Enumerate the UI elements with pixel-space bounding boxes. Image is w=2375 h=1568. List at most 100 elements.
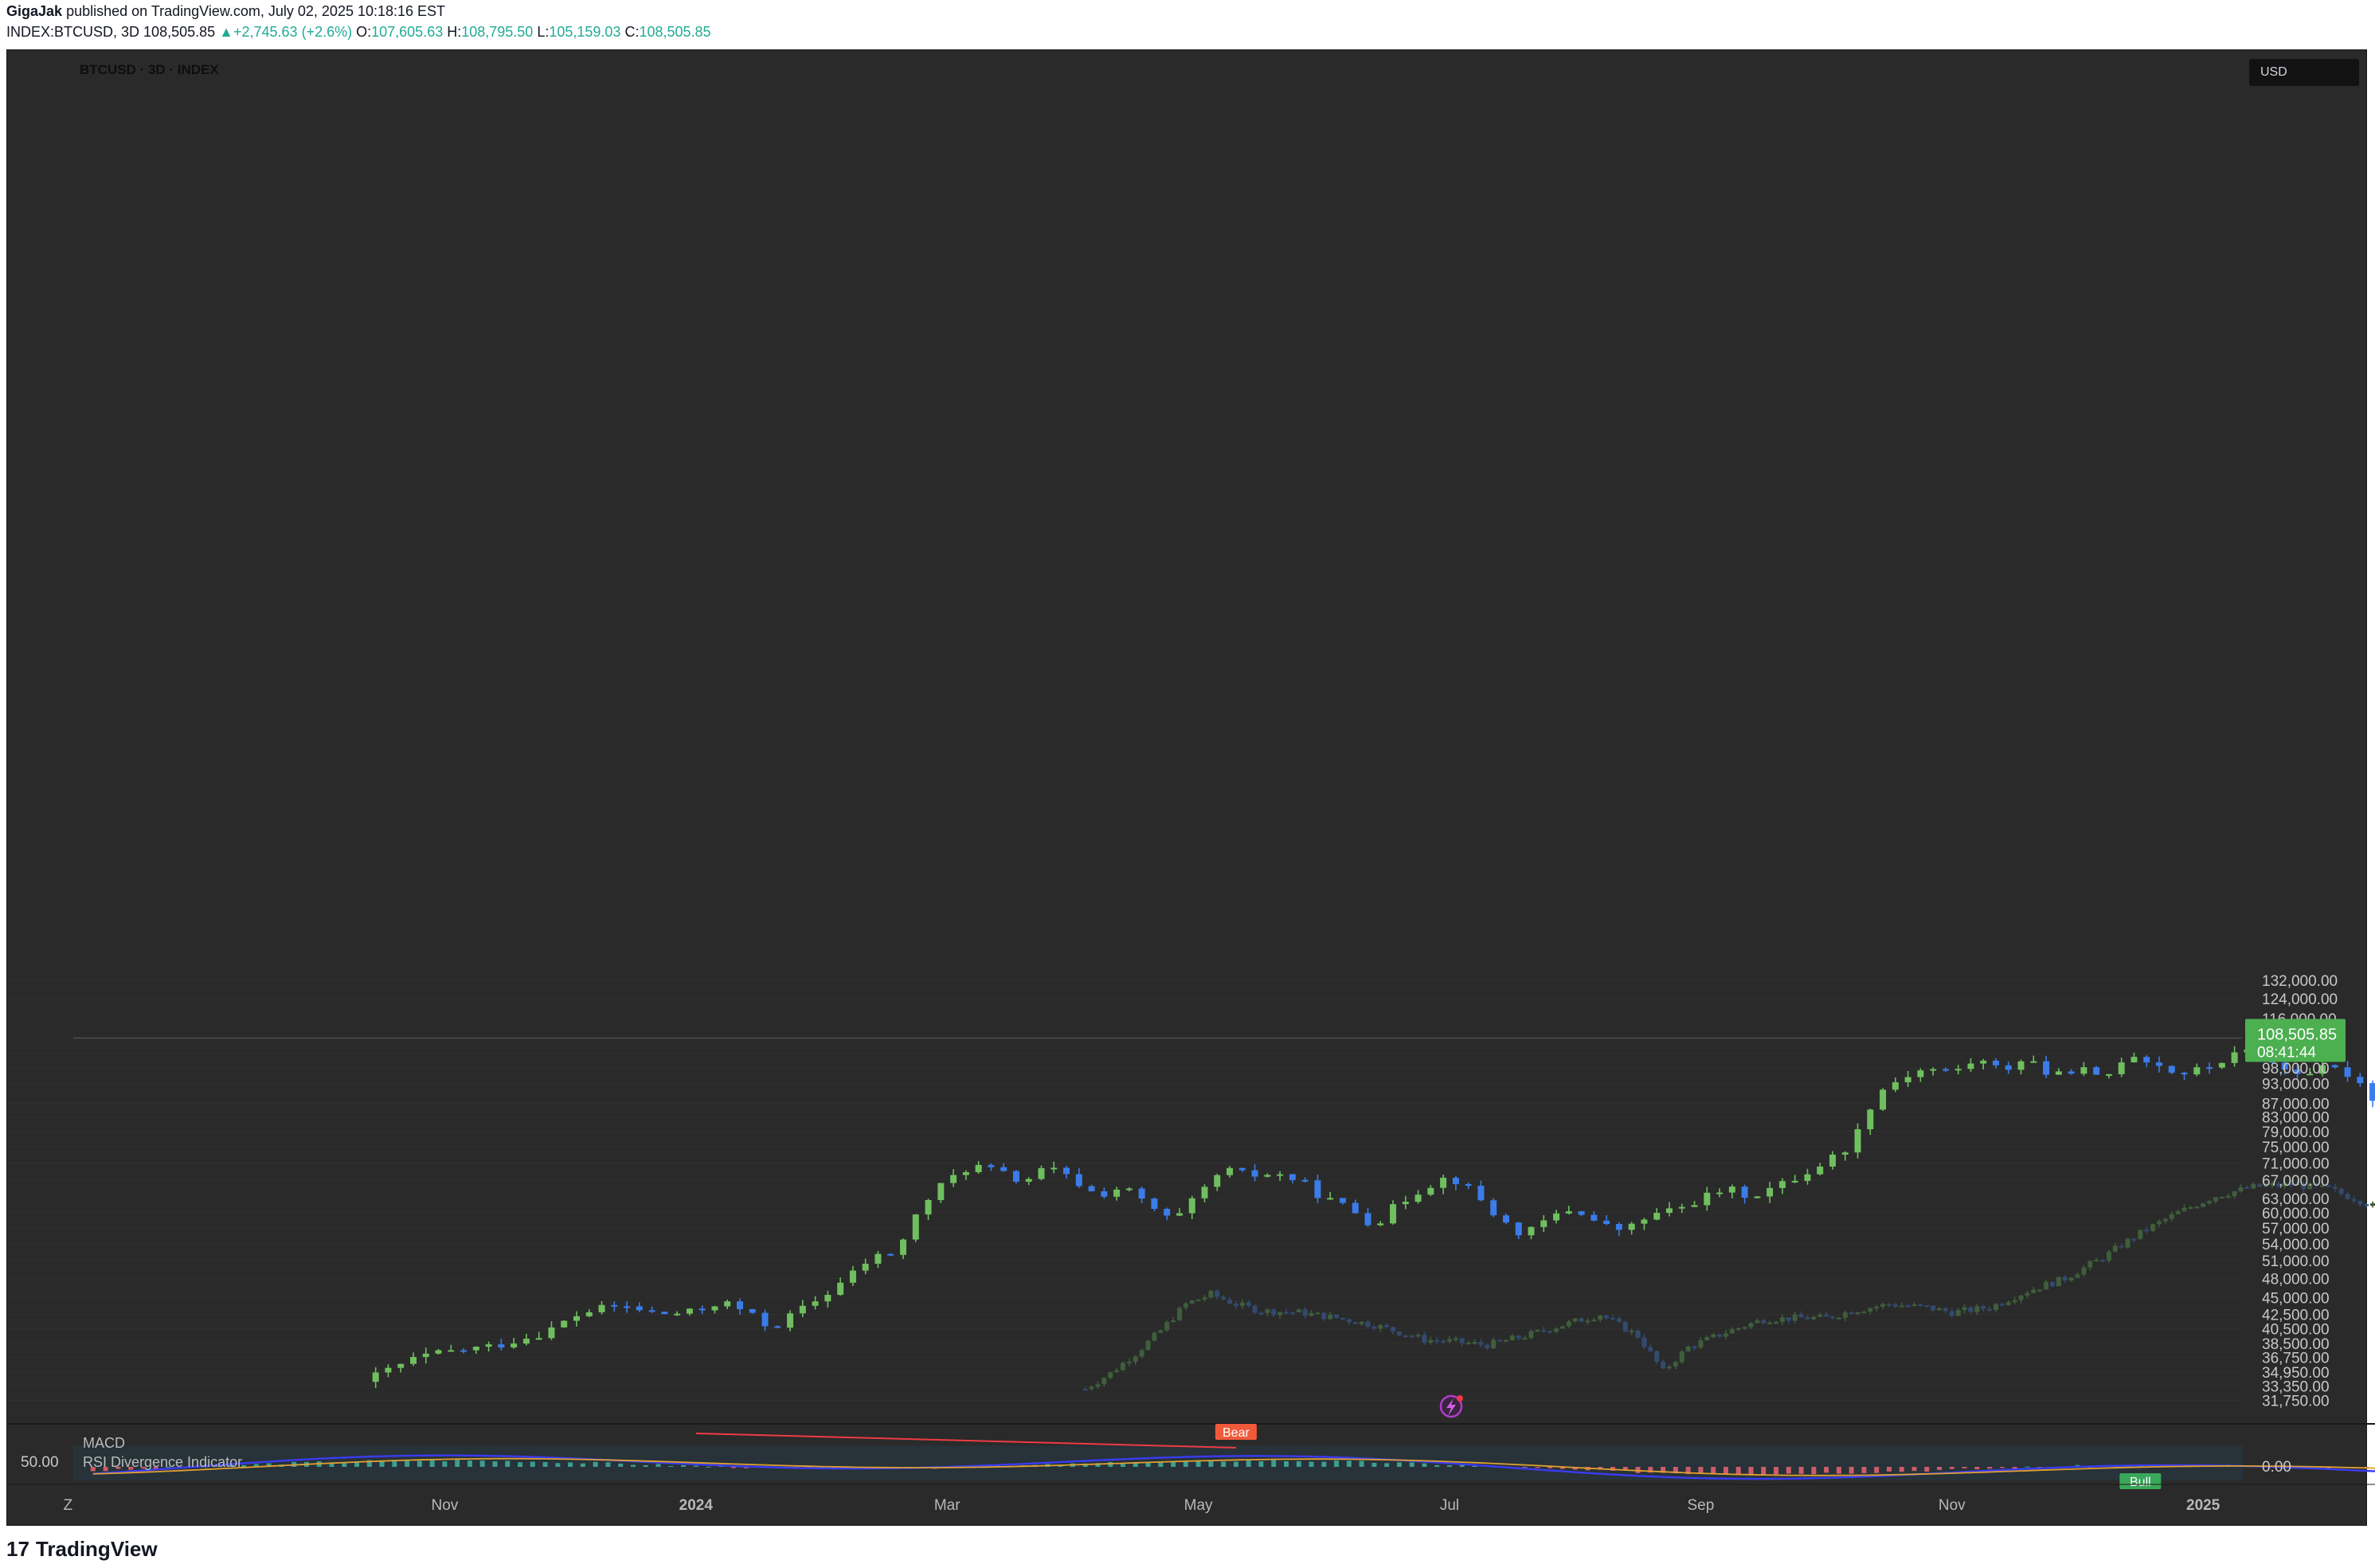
ghost-candle	[1328, 1314, 1333, 1320]
candle	[988, 1164, 995, 1167]
ghost-candle	[1591, 1320, 1597, 1322]
macd-histogram-bar	[1095, 1463, 1101, 1467]
ghost-candle	[2238, 1187, 2244, 1191]
macd-label: MACD	[83, 1435, 125, 1451]
macd-histogram-bar	[1698, 1467, 1704, 1474]
ghost-candle	[1321, 1312, 1327, 1320]
ghost-candle	[2081, 1267, 2087, 1275]
price-tag	[2245, 1019, 2346, 1062]
ghost-candle	[1133, 1356, 1138, 1363]
ghost-candle	[1296, 1309, 1301, 1312]
candle	[1954, 1069, 1962, 1071]
candle	[975, 1164, 982, 1172]
y-tick-label: 60,000.00	[2262, 1206, 2330, 1222]
candle	[2218, 1062, 2225, 1068]
candle	[1754, 1196, 1761, 1198]
ghost-candle	[1666, 1367, 1672, 1369]
ghost-candle	[1352, 1322, 1358, 1324]
candle	[2156, 1062, 2163, 1066]
x-tick-label: Mar	[934, 1497, 961, 1514]
y-tick-label: 51,000.00	[2262, 1253, 2330, 1270]
candle	[1051, 1167, 1058, 1170]
macd-histogram-bar	[140, 1467, 146, 1469]
macd-histogram-bar	[995, 1464, 1000, 1467]
candle	[1113, 1189, 1121, 1197]
macd-histogram-bar	[530, 1461, 535, 1467]
ghost-candle	[1955, 1310, 1961, 1316]
tradingview-logo[interactable]: 17 TradingView	[6, 1537, 158, 1562]
candle	[511, 1343, 518, 1348]
ghost-candle	[1937, 1308, 1943, 1311]
ghost-candle	[1082, 1389, 1088, 1391]
ghost-candle	[2338, 1188, 2344, 1195]
ghost-candle	[1120, 1363, 1125, 1371]
ghost-candle	[1485, 1344, 1490, 1349]
ghost-candle	[1679, 1351, 1684, 1363]
macd-histogram-bar	[455, 1460, 460, 1467]
ghost-candle	[2269, 1183, 2275, 1186]
macd-histogram-bar	[542, 1462, 548, 1467]
y-tick-label: 83,000.00	[2262, 1110, 2330, 1127]
ghost-candle	[1309, 1312, 1314, 1316]
candle	[1728, 1187, 1735, 1193]
ghost-candle	[1384, 1324, 1390, 1328]
ghost-candle	[1704, 1337, 1710, 1341]
ghost-candle	[2044, 1281, 2049, 1290]
macd-histogram-bar	[442, 1461, 448, 1467]
candle	[1880, 1089, 1887, 1110]
candle	[1804, 1174, 1811, 1181]
candle	[1402, 1202, 1409, 1205]
ghost-candle	[2087, 1261, 2093, 1268]
candle	[2357, 1077, 2364, 1084]
ghost-candle	[1755, 1320, 1760, 1324]
macd-histogram-bar	[1547, 1467, 1553, 1468]
candle	[1364, 1213, 1371, 1226]
candle	[1214, 1175, 1221, 1187]
candle	[1477, 1186, 1485, 1201]
ghost-candle	[1239, 1302, 1245, 1306]
ghost-candle	[1528, 1331, 1534, 1339]
ghost-candle	[1598, 1315, 1603, 1320]
candle	[1578, 1211, 1585, 1215]
ghost-candle	[1139, 1350, 1144, 1357]
candle	[912, 1214, 919, 1240]
open-label: O:	[356, 24, 372, 40]
ghost-candle	[1409, 1335, 1414, 1338]
ghost-candle	[2157, 1221, 2162, 1225]
candle	[698, 1308, 706, 1311]
publish-line: GigaJak published on TradingView.com, Ju…	[6, 3, 445, 20]
ghost-candle	[2068, 1277, 2074, 1281]
macd-histogram-bar	[1824, 1467, 1829, 1473]
macd-histogram-bar	[1221, 1461, 1227, 1467]
macd-histogram-bar	[392, 1460, 397, 1467]
candle	[2206, 1067, 2213, 1069]
x-tick-label: 2025	[2186, 1497, 2220, 1514]
ghost-candle	[1811, 1316, 1817, 1320]
candle	[711, 1306, 718, 1311]
macd-histogram-bar	[518, 1462, 523, 1467]
candle	[1553, 1213, 1560, 1221]
ghost-candle	[2345, 1194, 2350, 1199]
macd-histogram-bar	[479, 1460, 485, 1467]
ghost-candle	[1283, 1312, 1289, 1314]
candle	[2017, 1061, 2025, 1070]
macd-histogram-bar	[1974, 1467, 1980, 1470]
candle	[1841, 1152, 1849, 1155]
author-name[interactable]: GigaJak	[6, 3, 63, 19]
candle	[1075, 1174, 1082, 1187]
macd-histogram-bar	[1447, 1465, 1452, 1467]
ghost-candle	[1391, 1327, 1396, 1331]
ghost-candle	[2288, 1183, 2294, 1186]
ghost-candle	[1126, 1362, 1132, 1364]
ghost-candle	[1547, 1331, 1553, 1333]
y-tick-label: 36,750.00	[2262, 1350, 2330, 1367]
ghost-candle	[1629, 1330, 1634, 1332]
currency-selector[interactable]: USD	[2249, 59, 2359, 86]
macd-histogram-bar	[1774, 1467, 1779, 1475]
ghost-candle	[1616, 1318, 1622, 1322]
ghost-candle	[1365, 1321, 1371, 1327]
y-tick-label: 67,000.00	[2262, 1173, 2330, 1190]
symbol-label: INDEX:BTCUSD, 3D	[6, 24, 140, 40]
macd-histogram-bar	[1459, 1464, 1465, 1467]
